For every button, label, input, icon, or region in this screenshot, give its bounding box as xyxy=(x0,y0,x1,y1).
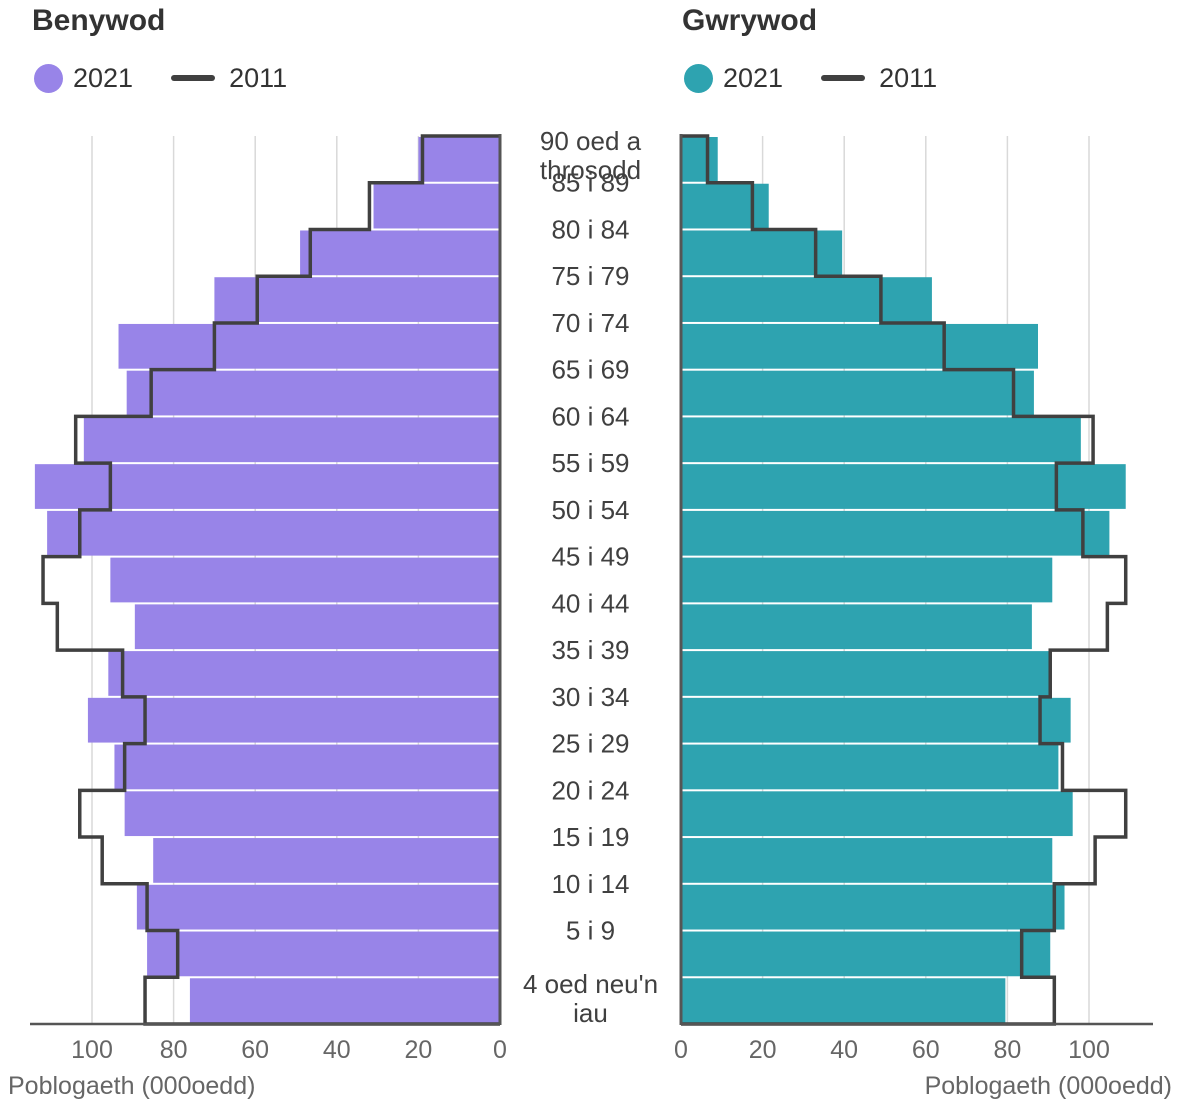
females-legend-2021-label: 2021 xyxy=(73,62,134,93)
males-bar-2021 xyxy=(681,230,843,276)
females-2011-line-swatch xyxy=(171,75,216,81)
females-bar-2021 xyxy=(214,277,500,322)
males-bar-2021 xyxy=(681,464,1126,509)
females-bar-2021 xyxy=(134,604,500,650)
females-bar-2021 xyxy=(110,557,501,603)
females-legend: 2021 2011 xyxy=(34,58,287,98)
females-x-tick-label: 40 xyxy=(323,1036,351,1064)
females-x-tick-label: 80 xyxy=(160,1036,188,1064)
age-group-label: 15 i 19 xyxy=(551,822,629,852)
females-bar-2021 xyxy=(153,838,500,883)
females-2021-swatch xyxy=(34,63,63,93)
females-x-tick-label: 60 xyxy=(241,1036,269,1064)
males-bar-2021 xyxy=(681,557,1053,603)
age-group-label: 75 i 79 xyxy=(551,261,629,291)
age-group-label: 45 i 49 xyxy=(551,542,629,572)
females-bar-2021 xyxy=(118,323,501,369)
males-step-line-2011 xyxy=(681,134,1128,1026)
age-group-label: 55 i 59 xyxy=(551,448,629,478)
males-bar-2021 xyxy=(681,884,1065,930)
age-group-label: 4 oed neu'n iau xyxy=(523,969,658,1028)
males-x-tick-label: 60 xyxy=(912,1036,940,1064)
males-2011-line-swatch xyxy=(821,75,866,81)
males-legend: 2021 2011 xyxy=(684,58,937,98)
males-bar-2021 xyxy=(681,744,1059,790)
age-group-label: 10 i 14 xyxy=(551,869,629,899)
age-group-label: 25 i 29 xyxy=(551,729,629,759)
females-x-tick-label: 100 xyxy=(71,1036,113,1064)
females-bar-2021 xyxy=(189,978,501,1023)
males-x-tick-label: 0 xyxy=(674,1036,688,1064)
males-legend-2011-label: 2011 xyxy=(879,62,938,93)
males-bar-2021 xyxy=(681,931,1051,977)
females-bar-2021 xyxy=(47,510,501,556)
females-step-line-2011 xyxy=(41,134,500,1026)
females-bar-2021 xyxy=(108,651,500,696)
males-x-tick-label: 20 xyxy=(749,1036,777,1064)
females-x-tick-label: 0 xyxy=(493,1036,507,1064)
females-bar-2021 xyxy=(83,417,500,463)
males-x-tick-label: 100 xyxy=(1068,1036,1110,1064)
males-x-tick-label: 40 xyxy=(830,1036,858,1064)
age-group-label: 90 oed a throsodd xyxy=(540,126,642,185)
age-group-label: 40 i 44 xyxy=(551,588,629,618)
females-x-tick-label: 20 xyxy=(404,1036,432,1064)
females-bar-2021 xyxy=(373,183,500,229)
females-bar-2021 xyxy=(124,791,500,837)
males-bar-2021 xyxy=(681,137,718,182)
age-group-label: 5 i 9 xyxy=(566,916,615,946)
males-panel-title: Gwrywod xyxy=(682,4,818,37)
females-legend-2011-label: 2011 xyxy=(229,62,288,93)
females-bar-2021 xyxy=(300,230,500,276)
age-group-label: 20 i 24 xyxy=(551,775,629,805)
females-panel-title: Benywod xyxy=(32,4,166,37)
males-bar-2021 xyxy=(681,510,1110,556)
age-group-label: 65 i 69 xyxy=(551,355,629,385)
females-bar-2021 xyxy=(87,697,501,743)
males-legend-2021-label: 2021 xyxy=(723,62,784,93)
males-bar-2021 xyxy=(681,838,1053,883)
females-bar-2021 xyxy=(136,884,500,930)
age-group-label: 30 i 34 xyxy=(551,682,629,712)
males-bar-2021 xyxy=(681,978,1006,1023)
age-group-label: 60 i 64 xyxy=(551,401,629,431)
females-x-axis-title: Poblogaeth (000oedd) xyxy=(8,1072,256,1100)
females-bar-2021 xyxy=(418,137,500,182)
age-group-label: 85 i 89 xyxy=(551,168,629,198)
males-x-tick-label: 80 xyxy=(993,1036,1021,1064)
age-group-label: 35 i 39 xyxy=(551,635,629,665)
females-bar-2021 xyxy=(147,931,500,977)
males-x-axis-title: Poblogaeth (000oedd) xyxy=(924,1072,1172,1100)
males-bar-2021 xyxy=(681,323,1038,369)
males-bar-2021 xyxy=(681,277,932,322)
females-bar-2021 xyxy=(114,744,500,790)
females-bar-2021 xyxy=(126,370,501,416)
age-group-label: 50 i 54 xyxy=(551,495,629,525)
males-bar-2021 xyxy=(681,604,1032,650)
age-group-label: 80 i 84 xyxy=(551,214,629,244)
males-bar-2021 xyxy=(681,697,1071,743)
age-group-label: 70 i 74 xyxy=(551,308,629,338)
males-bar-2021 xyxy=(681,183,769,229)
females-bar-2021 xyxy=(34,464,500,509)
males-2021-swatch xyxy=(684,63,713,93)
males-bar-2021 xyxy=(681,417,1081,463)
males-bar-2021 xyxy=(681,370,1034,416)
males-bar-2021 xyxy=(681,791,1073,837)
males-bar-2021 xyxy=(681,651,1051,696)
